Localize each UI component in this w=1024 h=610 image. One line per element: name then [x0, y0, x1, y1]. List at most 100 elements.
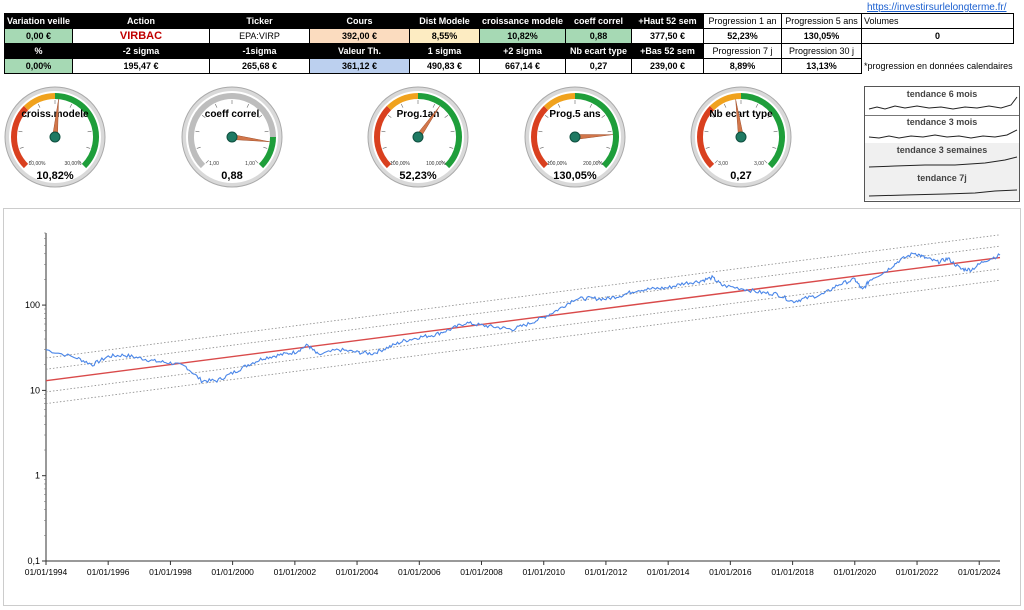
val-progression-1an: 52,23% [703, 28, 782, 44]
x-tick-label: 01/01/2024 [958, 567, 1001, 577]
gauge-band-orange [709, 93, 742, 111]
gauge-tick [69, 103, 73, 108]
gauge-tick [548, 160, 552, 164]
val-nb-ecart-type: 0,27 [565, 58, 632, 74]
gauge-tick [263, 146, 268, 149]
hdr-pct: % [4, 43, 73, 59]
gauge-hub [735, 131, 747, 143]
sigma-band-line [45, 234, 1001, 359]
progression-note: *progression en données calendaires [861, 58, 1014, 74]
val-minus2-sigma: 195,47 € [72, 58, 210, 74]
gauge-tick [432, 103, 436, 108]
val-progression-5ans: 130,05% [781, 28, 862, 44]
gauge-tick [400, 103, 404, 108]
gauge-min-label: 100,00% [547, 161, 567, 167]
gauge-tick [18, 130, 23, 133]
gauge-max-label: 1,00 [245, 161, 255, 167]
val-progression-7j: 8,89% [703, 58, 782, 74]
gauge-tick [772, 146, 777, 149]
gauge-band-orange [23, 93, 56, 111]
sparkline-label-7j: tendance 7j [917, 173, 967, 183]
gauge-band-red [697, 105, 715, 169]
gauge-value: 10,82% [36, 170, 74, 182]
hdr-1-sigma: 1 sigma [409, 43, 480, 59]
hdr-dist-modele: Dist Modele [409, 13, 480, 29]
gauge-title: Prog.5 ans [549, 109, 601, 120]
price-chart-frame: 0,1 1 10 100 01/01/1994 01/01/1996 01/01/1998 0… [3, 208, 1021, 606]
sparkline-3-mois: tendance 3 mois [865, 115, 1019, 144]
val-1-sigma: 490,83 € [409, 58, 480, 74]
sigma-band-line [45, 279, 1001, 405]
gauge-title: Nb ecart type [709, 109, 773, 120]
x-tick-label: 01/01/1998 [149, 567, 192, 577]
val-volumes: 0 [861, 28, 1014, 44]
model-trend-line [45, 256, 1001, 382]
gauge-tick [78, 160, 82, 164]
gauge-tick [255, 160, 259, 164]
hdr-action: Action [72, 13, 210, 29]
gauge-max-label: 100,00% [426, 161, 446, 167]
kpi-table: Variation veille Action Ticker Cours Dis… [4, 13, 1014, 74]
gauge-tick [391, 160, 395, 164]
x-tick-label: 01/01/1996 [87, 567, 130, 577]
sparkline-6-mois: tendance 6 mois [865, 87, 1019, 116]
gauge-tick [544, 115, 549, 118]
hdr-variation-veille: Variation veille [4, 13, 73, 29]
x-tick-label: 01/01/2012 [585, 567, 628, 577]
gauge-tick [205, 160, 209, 164]
gauge-1: croiss.modele 10,00% 30,00% 10,82% [4, 86, 106, 188]
hdr-volumes: Volumes [861, 13, 1014, 29]
y-tick-label: 1 [35, 471, 40, 481]
val-cours: 392,00 € [309, 28, 410, 44]
trend-sparklines: tendance 6 mois tendance 3 mois tendance… [864, 86, 1020, 202]
val-croissance-modele: 10,82% [479, 28, 566, 44]
gauge-tick [764, 160, 768, 164]
gauge-tick [214, 103, 218, 108]
gauge-tick [258, 115, 263, 118]
gauge-tick [714, 160, 718, 164]
sparkline-3-semaines: tendance 3 semaines [865, 143, 1019, 172]
val-valeur-th: 361,12 € [309, 58, 410, 74]
gauge-tick [441, 160, 445, 164]
gauge-tick [557, 103, 561, 108]
gauge-tick [195, 130, 200, 133]
sparkline-label-6-mois: tendance 6 mois [906, 89, 978, 99]
gauge-min-label: 3,00 [718, 161, 728, 167]
gauge-value: 0,88 [221, 170, 242, 182]
gauge-tick [773, 130, 778, 133]
gauge-band-red [374, 105, 392, 169]
hdr-bas-52: +Bas 52 sem [631, 43, 704, 59]
hdr-plus2-sigma: +2 sigma [479, 43, 566, 59]
gauge-band-green [574, 93, 619, 169]
gauge-band-green [54, 93, 99, 169]
gauge-tick [19, 146, 24, 149]
gauge-tick [710, 115, 715, 118]
gauge-tick [598, 160, 602, 164]
gauge-value: 52,23% [399, 170, 437, 182]
val-action: VIRBAC [72, 28, 210, 44]
price-chart: 0,1 1 10 100 01/01/1994 01/01/1996 01/01/1998 0… [25, 232, 1001, 577]
gauge-min-label: 100,00% [390, 161, 410, 167]
hdr-progression-1an: Progression 1 an [703, 13, 782, 29]
gauge-tick [705, 146, 710, 149]
x-tick-label: 01/01/2018 [771, 567, 814, 577]
gauge-tick [444, 115, 449, 118]
x-tick-label: 01/01/2016 [709, 567, 752, 577]
gauge-tick [450, 130, 455, 133]
val-progression-30j: 13,13% [781, 58, 862, 74]
gauge-band-orange [543, 93, 576, 111]
gauge-min-label: 10,00% [29, 161, 47, 167]
gauge-hub [412, 131, 424, 143]
gauge-tick [589, 103, 593, 108]
gauge-title: croiss.modele [21, 109, 89, 120]
gauge-tick [538, 130, 543, 133]
hdr-progression-5ans: Progression 5 ans [781, 13, 862, 29]
gauge-max-label: 3,00 [754, 161, 764, 167]
gauge-value: 130,05% [553, 170, 597, 182]
site-link[interactable]: https://investirsurlelongterme.fr/ [867, 2, 1007, 13]
gauge-tick [606, 146, 611, 149]
gauge-band-green [258, 136, 276, 169]
gauge-tick [704, 130, 709, 133]
val-ticker: EPA:VIRP [209, 28, 310, 44]
hdr-coeff-correl: coeff correl [565, 13, 632, 29]
